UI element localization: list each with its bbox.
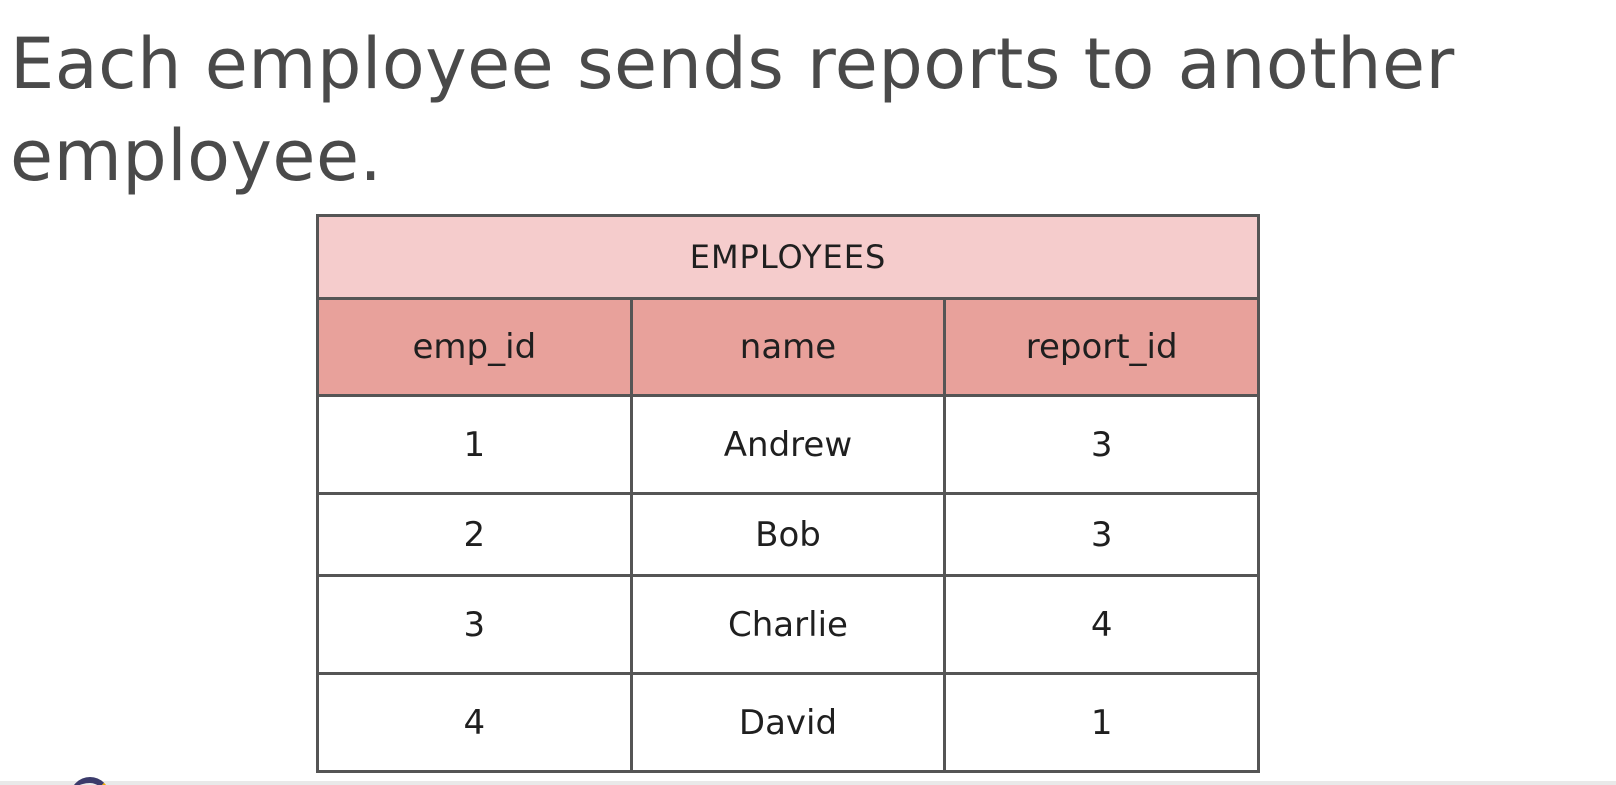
cell-report-id: 3 — [943, 394, 1260, 495]
table-row: 3 Charlie 4 — [316, 574, 1260, 675]
cell-name: Andrew — [629, 394, 947, 495]
cell-report-id: 4 — [943, 574, 1260, 675]
cell-name: Bob — [629, 492, 947, 577]
cell-emp-id: 2 — [316, 492, 633, 577]
cell-name: Charlie — [629, 574, 947, 675]
table-row: 1 Andrew 3 — [316, 394, 1260, 495]
cell-report-id: 1 — [943, 672, 1260, 773]
cell-emp-id: 4 — [316, 672, 633, 773]
column-header-emp-id: emp_id — [316, 297, 633, 397]
table-caption-row: EMPLOYEES — [316, 214, 1260, 300]
column-header-report-id: report_id — [943, 297, 1260, 397]
brand-logo-icon — [70, 777, 124, 785]
table-row: 2 Bob 3 — [316, 492, 1260, 577]
cell-emp-id: 1 — [316, 394, 633, 495]
table-row: 4 David 1 — [316, 672, 1260, 773]
cell-emp-id: 3 — [316, 574, 633, 675]
bottom-strip — [0, 781, 1616, 785]
employees-table: EMPLOYEES emp_id name report_id 1 Andrew… — [316, 214, 1260, 773]
cell-report-id: 3 — [943, 492, 1260, 577]
column-header-name: name — [629, 297, 947, 397]
cell-name: David — [629, 672, 947, 773]
employees-table-container: EMPLOYEES emp_id name report_id 1 Andrew… — [316, 214, 1260, 773]
slide-title: Each employee sends reports to another e… — [10, 23, 1455, 197]
table-caption: EMPLOYEES — [316, 214, 1260, 300]
table-header-row: emp_id name report_id — [316, 297, 1260, 397]
